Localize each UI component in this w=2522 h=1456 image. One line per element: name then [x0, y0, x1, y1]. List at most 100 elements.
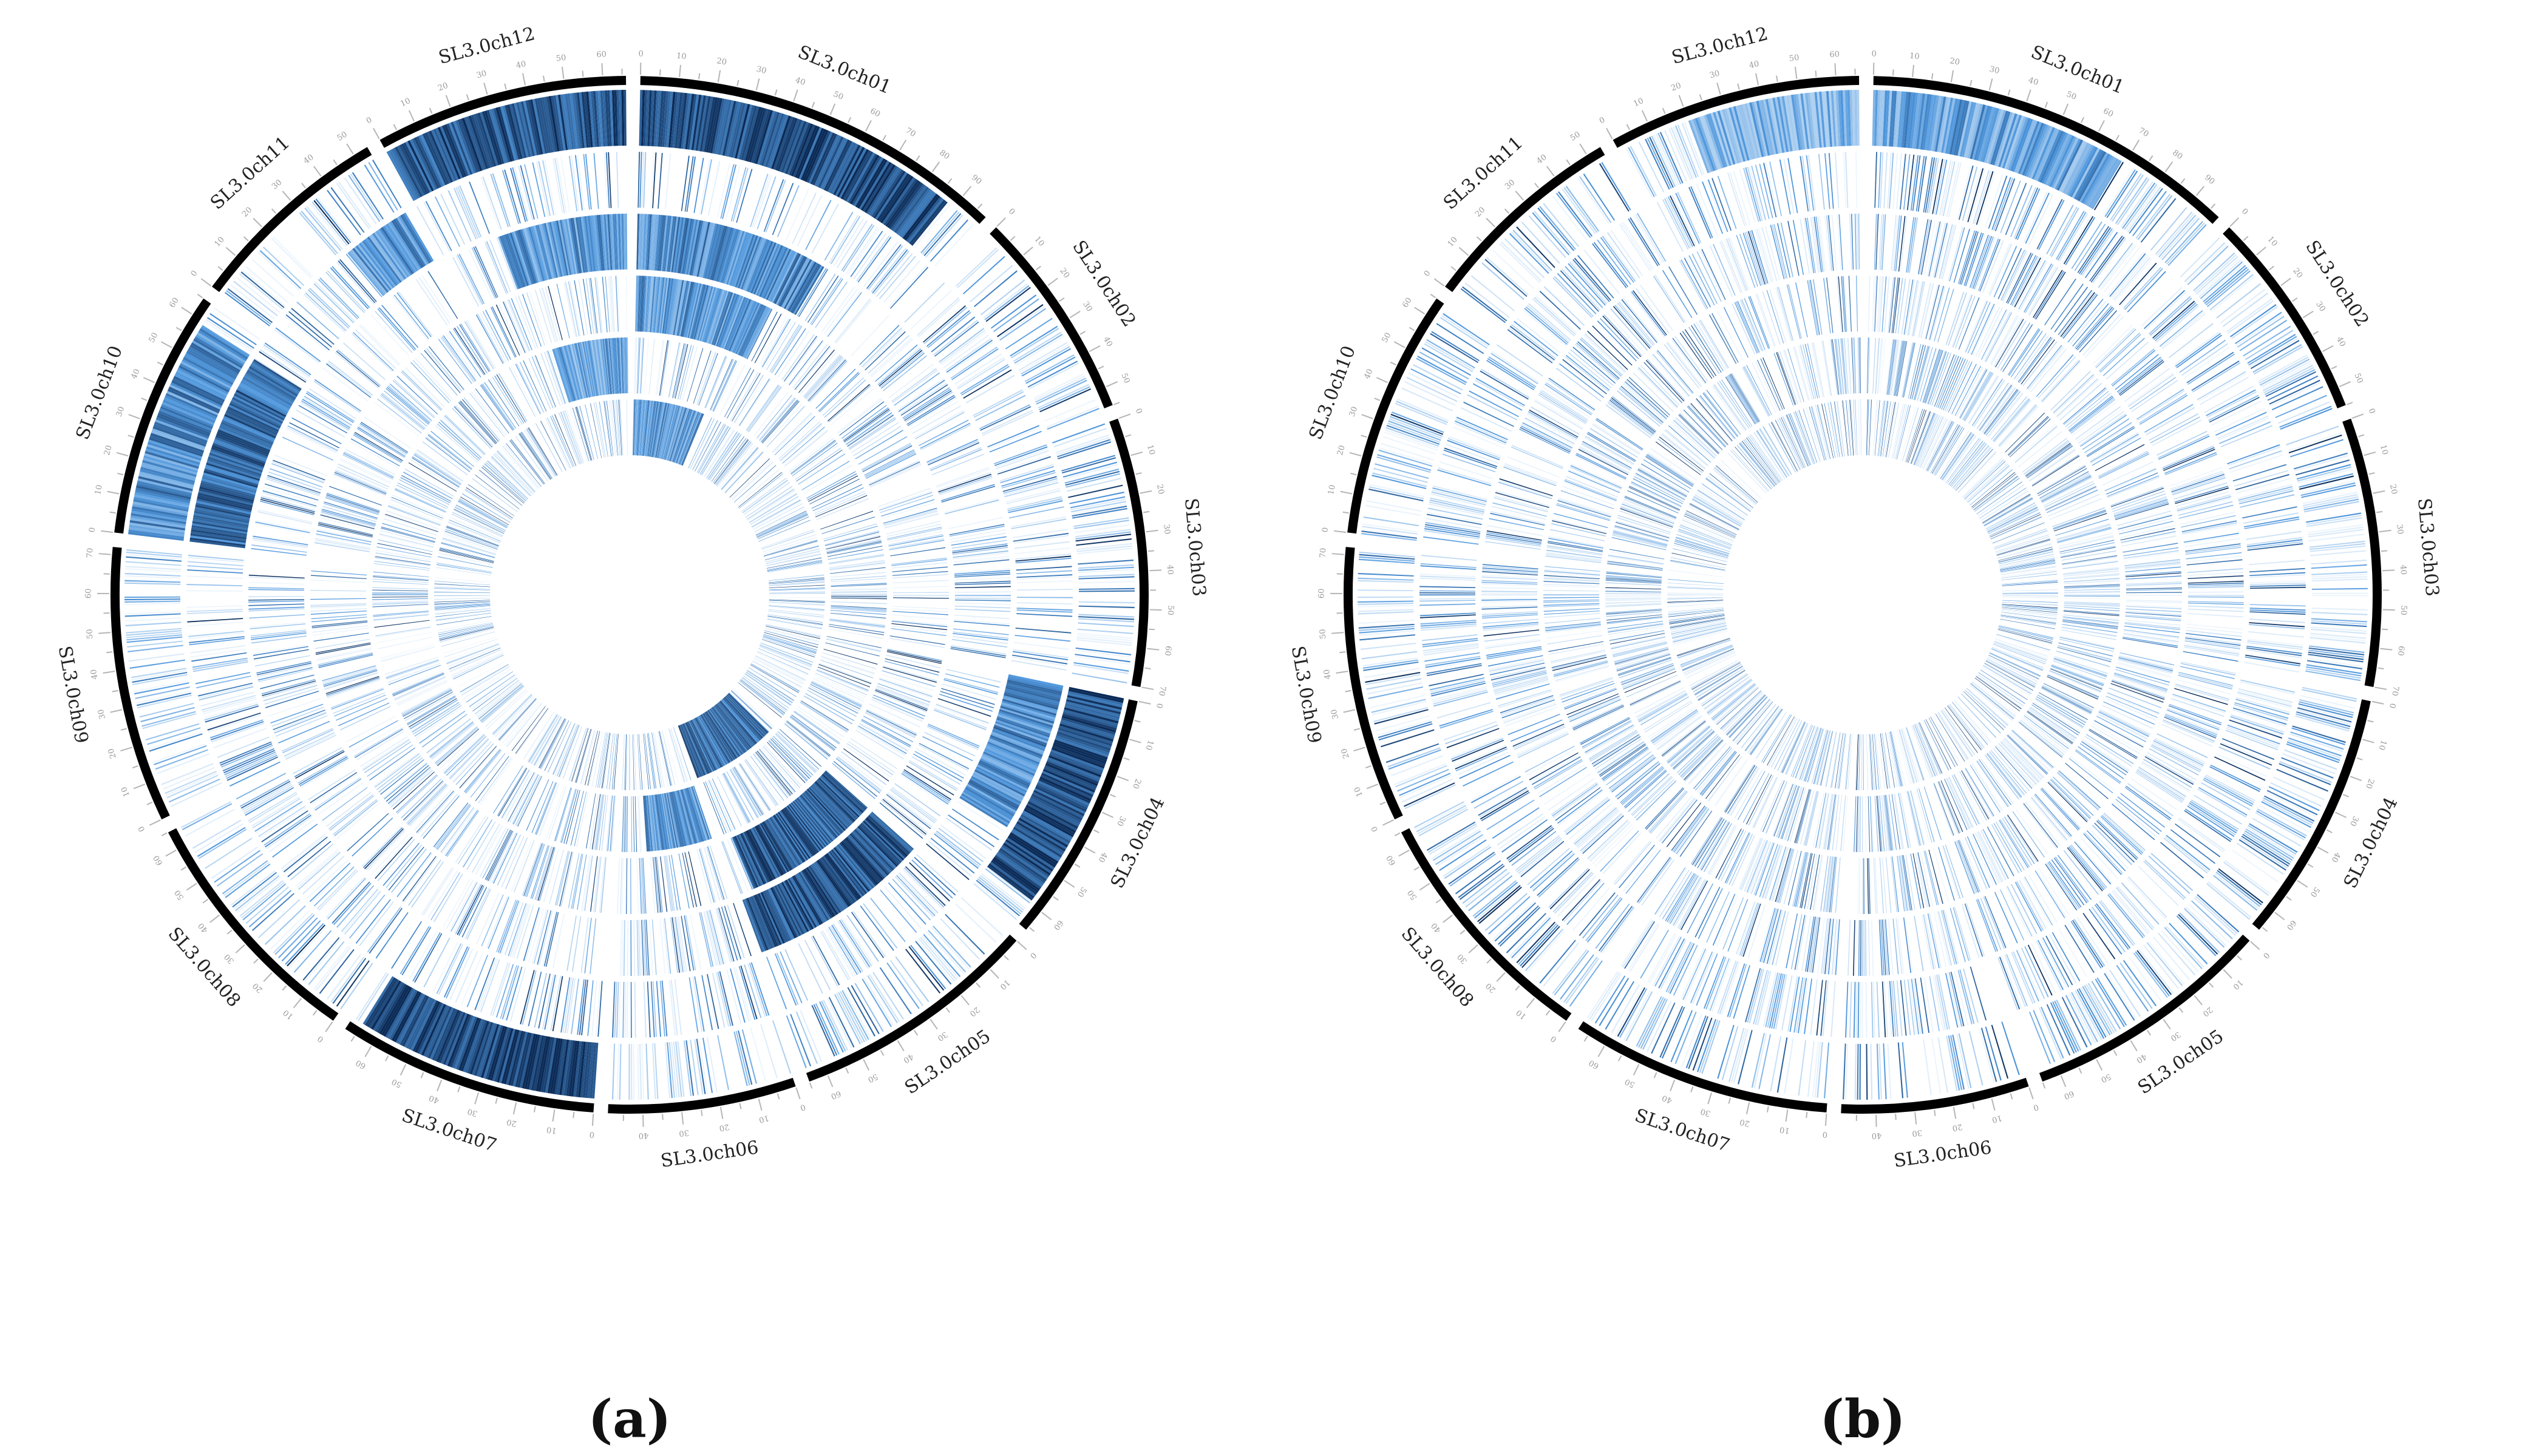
- heat-bin-SL3.0ch02-t3: [880, 351, 924, 388]
- heat-bin-SL3.0ch02-t2: [965, 374, 1015, 404]
- heat-bin-SL3.0ch03-t4: [891, 559, 947, 566]
- heat-bin-SL3.0ch03-t4: [892, 608, 949, 612]
- heat-bin-SL3.0ch04-t3: [934, 709, 987, 731]
- heat-bin-SL3.0ch04-t2: [975, 768, 1026, 795]
- heat-bin-SL3.0ch03-t1: [1066, 478, 1121, 492]
- heat-bin-SL3.0ch01-t3: [771, 251, 798, 303]
- heat-bin-SL3.0ch01-t1: [681, 93, 690, 149]
- heat-bin-SL3.0ch03-t5: [831, 583, 887, 586]
- heat-bin-SL3.0ch03-t6: [769, 598, 825, 601]
- heat-bin-SL3.0ch01-t1: [806, 130, 831, 183]
- heat-bin-SL3.0ch01-t1: [887, 181, 922, 228]
- heat-bin-SL3.0ch04-t1: [1028, 799, 1079, 827]
- heat-bin-SL3.0ch01-t1: [722, 100, 736, 156]
- heat-bin-SL3.0ch02-t2: [940, 330, 985, 364]
- heat-bin-SL3.0ch01-t4: [656, 277, 664, 333]
- heat-bin-SL3.0ch01-t6: [654, 402, 665, 458]
- heat-bin-SL3.0ch02-t4: [847, 415, 894, 447]
- heat-bin-SL3.0ch03-t6: [769, 601, 825, 606]
- heat-bin-SL3.0ch01-t3: [676, 217, 686, 273]
- heat-bin-SL3.0ch04-t1: [1003, 842, 1051, 876]
- axis-tick: [642, 1114, 644, 1127]
- axis-tick: [1089, 345, 1101, 352]
- heat-bin-SL3.0ch02-t1: [999, 308, 1046, 341]
- heat-bin-SL3.0ch01-t5: [637, 337, 641, 394]
- heat-bin-SL3.0ch01-t2: [681, 155, 690, 211]
- heat-bin-SL3.0ch01-t1: [900, 192, 937, 239]
- heat-bin-SL3.0ch01-t3: [811, 278, 843, 326]
- heat-bin-SL3.0ch01-t5: [675, 344, 688, 399]
- heat-bin-SL3.0ch02-t1: [1025, 356, 1076, 384]
- heat-bin-SL3.0ch01-t1: [930, 219, 969, 262]
- heat-bin-SL3.0ch03-t3: [954, 598, 1011, 600]
- heat-bin-SL3.0ch01-t6: [676, 410, 697, 464]
- heat-bin-SL3.0ch03-t6: [766, 554, 821, 566]
- heat-bin-SL3.0ch02-t2: [923, 305, 966, 343]
- heat-bin-SL3.0ch03-t5: [830, 612, 886, 619]
- heat-bin-SL3.0ch03-t4: [891, 562, 948, 569]
- heat-bin-SL3.0ch01-t6: [663, 405, 678, 460]
- heat-bin-SL3.0ch01-t4: [654, 277, 662, 333]
- tick-label: 30: [1161, 524, 1172, 535]
- heat-bin-SL3.0ch01-t3: [764, 248, 790, 300]
- heat-bin-SL3.0ch03-t4: [892, 596, 949, 598]
- heat-bin-SL3.0ch03-t3: [950, 529, 1005, 540]
- heat-bin-SL3.0ch01-t2: [777, 185, 800, 237]
- heat-bin-SL3.0ch02-t3: [928, 442, 980, 466]
- heat-bin-SL3.0ch01-t2: [837, 220, 868, 268]
- tick-label: 50: [1166, 605, 1175, 615]
- heat-bin-SL3.0ch02-t3: [902, 387, 950, 419]
- heat-bin-SL3.0ch03-t5: [824, 530, 879, 545]
- heat-bin-SL3.0ch04-t1: [1064, 705, 1120, 722]
- heat-bin-SL3.0ch01-t4: [678, 280, 690, 336]
- heat-bin-SL3.0ch01-t4: [690, 284, 705, 339]
- heat-bin-SL3.0ch04-t1: [1055, 737, 1109, 758]
- tick-label: 40: [89, 669, 100, 680]
- heat-bin-SL3.0ch04-t2: [963, 790, 1013, 821]
- heat-bin-SL3.0ch03-t3: [954, 572, 1010, 577]
- heat-bin-SL3.0ch04-t1: [980, 875, 1025, 911]
- heat-bin-SL3.0ch04-t1: [1054, 739, 1108, 760]
- heat-bin-SL3.0ch03-t2: [994, 446, 1048, 466]
- heat-bin-SL3.0ch02-t3: [900, 384, 948, 416]
- heat-bin-SL3.0ch03-t1: [1077, 628, 1134, 634]
- heat-bin-SL3.0ch01-t4: [696, 286, 712, 340]
- heat-bin-SL3.0ch04-t1: [977, 878, 1022, 915]
- heat-bin-SL3.0ch01-t4: [792, 344, 828, 388]
- heat-bin-SL3.0ch01-t3: [645, 214, 650, 270]
- heat-bin-SL3.0ch03-t5: [829, 563, 886, 571]
- heat-bin-SL3.0ch03-t4: [892, 574, 948, 578]
- heat-bin-SL3.0ch02-t3: [903, 388, 951, 420]
- heat-bin-SL3.0ch03-t5: [831, 584, 887, 587]
- heat-bin-SL3.0ch01-t6: [656, 402, 668, 458]
- axis-tick: [1053, 896, 1059, 901]
- heat-bin-SL3.0ch02-t5: [790, 439, 836, 474]
- heat-bin-SL3.0ch01-t3: [752, 242, 775, 294]
- heat-bin-SL3.0ch03-t4: [890, 547, 946, 557]
- heat-bin-SL3.0ch01-t4: [640, 276, 644, 332]
- heat-bin-SL3.0ch01-t4: [774, 328, 806, 376]
- heat-bin-SL3.0ch02-t6: [756, 513, 807, 537]
- heat-bin-SL3.0ch02-t5: [809, 478, 860, 504]
- heat-bin-SL3.0ch01-t1: [849, 154, 880, 205]
- heat-bin-SL3.0ch03-t2: [997, 454, 1050, 473]
- heat-bin-SL3.0ch03-t2: [1011, 660, 1067, 671]
- heat-bin-SL3.0ch02-t2: [989, 430, 1042, 453]
- heat-bin-SL3.0ch02-t5: [811, 484, 863, 509]
- heat-bin-SL3.0ch03-t2: [1016, 570, 1072, 575]
- tick-label: 50: [1119, 372, 1131, 385]
- heat-bin-SL3.0ch03-t5: [826, 540, 882, 552]
- heat-bin-SL3.0ch01-t1: [894, 186, 930, 233]
- axis-tick: [1101, 811, 1113, 818]
- heat-bin-SL3.0ch01-t3: [671, 217, 681, 273]
- heat-bin-SL3.0ch02-t1: [983, 283, 1028, 319]
- heat-bin-SL3.0ch01-t1: [880, 175, 914, 223]
- heat-bin-SL3.0ch04-t1: [1014, 825, 1064, 856]
- heat-bin-SL3.0ch01-t1: [741, 105, 757, 160]
- heat-bin-SL3.0ch03-t5: [831, 595, 887, 597]
- heat-bin-SL3.0ch02-t1: [956, 247, 998, 287]
- heat-bin-SL3.0ch01-t4: [743, 306, 769, 358]
- axis-tick: [1147, 648, 1160, 651]
- heat-bin-SL3.0ch01-t6: [724, 451, 763, 493]
